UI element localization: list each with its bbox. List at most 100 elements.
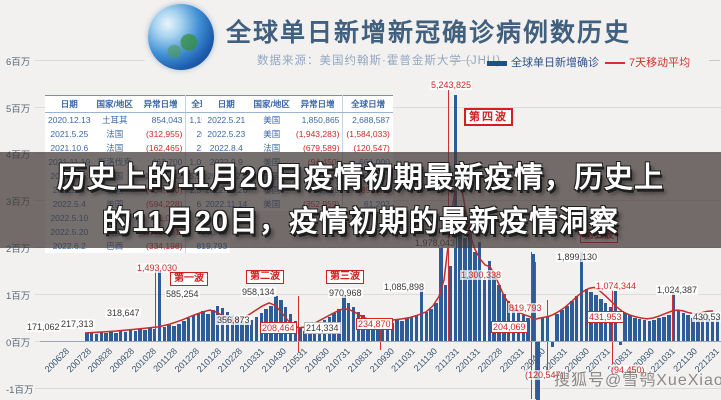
data-label: 1,300,338 [460, 270, 503, 280]
bar [230, 315, 234, 341]
bar [652, 319, 656, 341]
bar [633, 317, 637, 341]
bar [351, 307, 356, 341]
wave-label: 第一波 [170, 272, 208, 286]
y-axis-tick: 5百万 [6, 104, 31, 115]
bar [468, 228, 472, 341]
callout-line [535, 262, 536, 399]
gridline [35, 60, 145, 61]
watermark: 搜狐号@雪鸮XueXiao [554, 372, 721, 389]
bar [118, 330, 123, 341]
data-label: 1,074,344 [595, 281, 638, 291]
bar [400, 321, 404, 341]
bar [148, 327, 152, 341]
bar [308, 330, 312, 341]
bar [182, 321, 186, 341]
table-cell: 土耳其 [101, 115, 128, 125]
bar [574, 296, 579, 341]
data-label: 430,535 [692, 312, 721, 322]
bar [196, 312, 201, 341]
bar [186, 318, 191, 341]
table-cell: 2,688,587 [352, 115, 390, 125]
bar [274, 295, 278, 341]
data-label: 431,953 [587, 311, 624, 323]
table-header-cell: 日期 [45, 95, 94, 113]
data-label: 318,647 [106, 308, 141, 318]
bar [390, 323, 395, 341]
legend-bar-label: 全球单日新增确诊 [511, 57, 599, 69]
table-cell: 美国 [263, 129, 281, 139]
bar [201, 311, 205, 341]
bar [434, 303, 438, 341]
bar [395, 319, 399, 341]
bar [657, 318, 661, 341]
gridline [35, 294, 721, 295]
bar [371, 320, 375, 341]
data-label: 1,899,130 [556, 252, 599, 262]
bar [245, 323, 249, 341]
table-header-cell: 国家/地区 [250, 95, 293, 113]
bar [482, 279, 487, 341]
table-cell: 2021.10.6 [50, 143, 89, 153]
bar [312, 327, 317, 341]
legend-bar-swatch [487, 60, 507, 66]
bar [463, 237, 467, 341]
data-label: (120,547) [524, 370, 565, 380]
bar [123, 331, 128, 341]
bar [671, 293, 676, 341]
bar [686, 315, 690, 341]
bar [618, 341, 622, 346]
y-axis-tick: 6百万 [6, 57, 31, 68]
bar [409, 316, 414, 341]
bar [700, 316, 705, 341]
data-label: 1,024,387 [656, 285, 699, 295]
bar [429, 309, 433, 341]
table-cell: 854,043 [135, 112, 187, 127]
bar [157, 270, 162, 341]
legend-daily-confirmed: 全球单日新增确诊 [487, 54, 599, 70]
bar [114, 332, 118, 341]
bar [662, 316, 666, 341]
bar [439, 247, 443, 341]
bar [133, 330, 137, 341]
callout-line [547, 300, 548, 370]
bar [279, 299, 283, 341]
table-header-cell: 异常日增 [292, 95, 344, 113]
bar [419, 289, 424, 341]
chart-title: 全球单日新增新冠确诊病例数历史 [226, 19, 632, 47]
headline-line-1: 历史上的11月20日疫情初期最新疫情，历史上 [57, 162, 664, 194]
legend-moving-average: 7天移动平均 [605, 54, 690, 70]
table-cell: 美国 [263, 115, 281, 125]
bar [152, 329, 157, 341]
callout-line [612, 290, 613, 364]
bar [710, 320, 715, 341]
bar [380, 324, 385, 341]
bar [608, 307, 613, 341]
table-cell: (1,584,033) [346, 129, 390, 139]
data-label: 204,069 [491, 321, 528, 333]
bar [104, 333, 108, 341]
bar [172, 326, 176, 341]
bar [298, 326, 302, 341]
table-header-cell: 日期 [202, 95, 251, 113]
x-axis-line [40, 341, 721, 342]
bar [526, 317, 530, 341]
table-cell: 1,850,865 [292, 112, 344, 127]
bar [240, 321, 244, 341]
y-axis-tick: 0百万 [6, 338, 31, 349]
bar [167, 325, 171, 341]
bar [177, 324, 181, 341]
bar [443, 284, 448, 341]
table-cell: (120,547) [353, 143, 390, 153]
bar [487, 261, 492, 341]
bar [473, 251, 477, 341]
callout-line [531, 252, 532, 399]
bar [691, 317, 695, 341]
table-cell: 法国 [263, 143, 281, 153]
bar [555, 313, 559, 341]
data-label: 234,870 [356, 318, 393, 330]
bar [303, 331, 307, 341]
bar [235, 318, 239, 341]
table-cell: 2022.8.4 [209, 143, 243, 153]
bar [705, 315, 710, 341]
